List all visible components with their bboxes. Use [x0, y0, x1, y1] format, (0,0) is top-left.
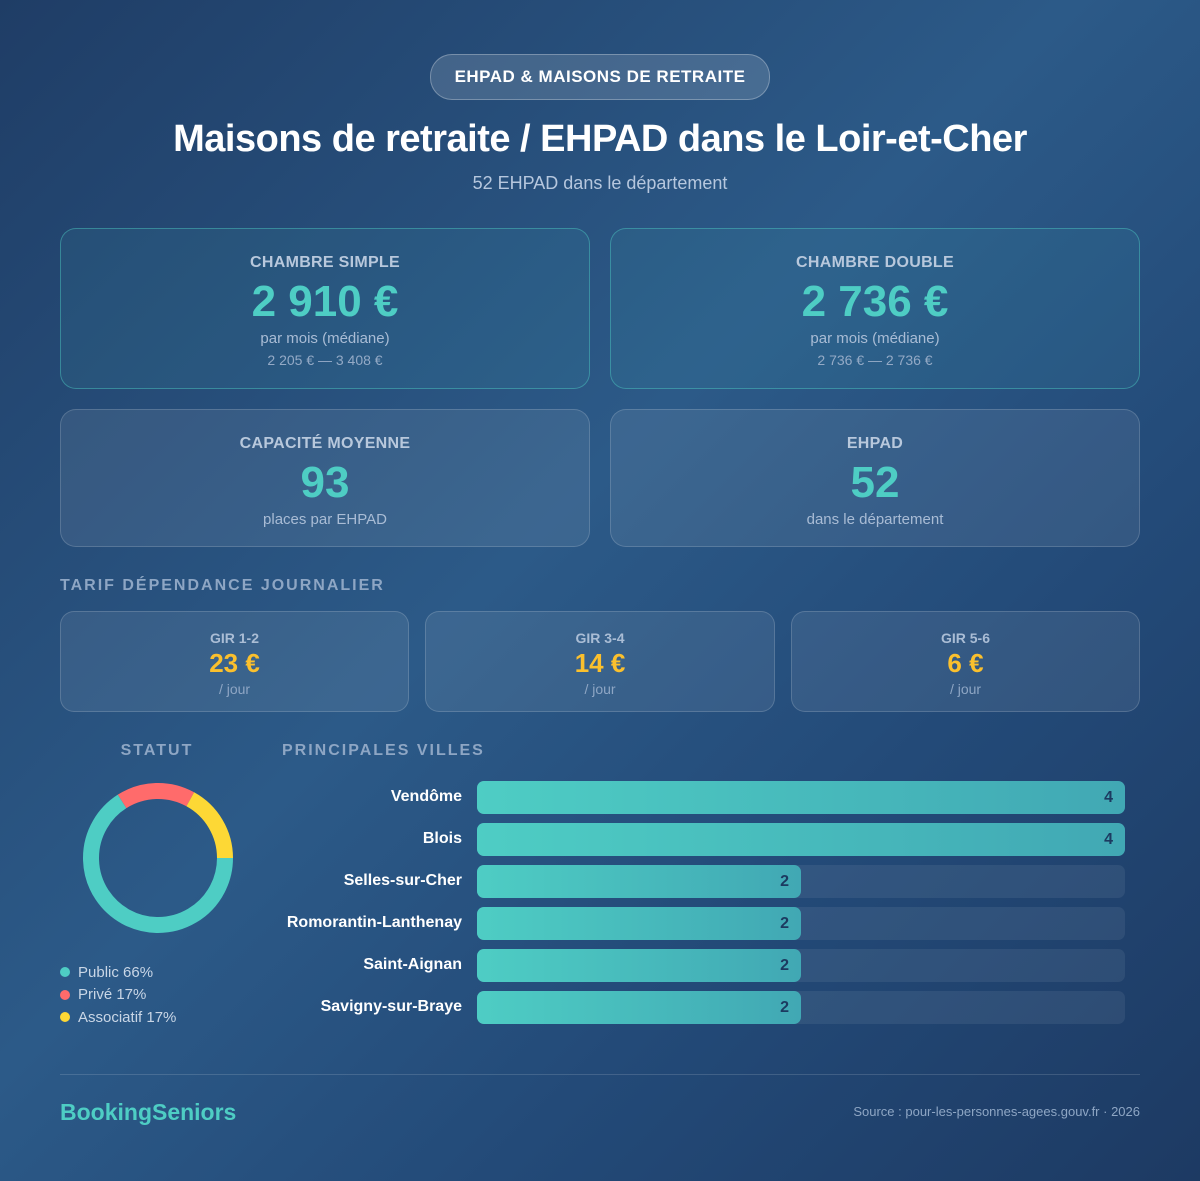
statut-legend: Public 66% Privé 17% Associatif 17% [60, 961, 260, 1029]
kpi-grid: CHAMBRE SIMPLE 2 910 € par mois (médiane… [60, 228, 1140, 547]
legend-label: Associatif 17% [78, 1008, 177, 1026]
section-title-dependance: TARIF DÉPENDANCE JOURNALIER [60, 577, 385, 594]
gir-grid: GIR 1-2 23 € / jour GIR 3-4 14 € / jour … [60, 611, 1140, 712]
legend-item-prive: Privé 17% [60, 984, 260, 1007]
bar-label: Savigny-sur-Braye [320, 998, 462, 1015]
bar-row: Saint-Aignan 2 [282, 944, 1140, 986]
bar-row: Romorantin-Lanthenay 2 [282, 902, 1140, 944]
gir-value: 14 € [574, 648, 626, 678]
bar-value: 4 [1104, 788, 1113, 806]
bar-fill: 4 [477, 822, 1125, 856]
brand-logo: BookingSeniors [60, 1099, 237, 1125]
card-sub: dans le département [806, 511, 944, 528]
card-range: 2 736 € — 2 736 € [817, 352, 933, 368]
bar-track: 2 [477, 906, 1125, 940]
card-label: EHPAD [846, 435, 904, 452]
bar-value: 2 [780, 998, 789, 1016]
villes-panel: PRINCIPALES VILLES Vendôme 4 Blois 4 Sel… [282, 742, 1140, 1029]
infographic: EHPAD & MAISONS DE RETRAITE Maisons de r… [60, 0, 1140, 1029]
statut-donut-chart [83, 783, 233, 933]
card-value: 2 736 € [801, 277, 949, 326]
bar-row: Vendôme 4 [282, 776, 1140, 818]
legend-item-public: Public 66% [60, 961, 260, 984]
bar-value: 2 [780, 956, 789, 974]
bar-value: 2 [780, 872, 789, 890]
bar-fill: 2 [477, 990, 801, 1024]
card-label: CAPACITÉ MOYENNE [239, 435, 411, 452]
card-capacite: CAPACITÉ MOYENNE 93 places par EHPAD [60, 409, 590, 547]
gir-card-1-2: GIR 1-2 23 € / jour [60, 611, 409, 712]
card-sub: places par EHPAD [263, 511, 387, 528]
bar-label: Romorantin-Lanthenay [286, 914, 462, 931]
card-range: 2 205 € — 3 408 € [267, 352, 383, 368]
legend-label: Privé 17% [78, 986, 147, 1004]
card-value: 52 [850, 458, 900, 507]
bar-row: Savigny-sur-Braye 2 [282, 986, 1140, 1028]
bar-row: Selles-sur-Cher 2 [282, 860, 1140, 902]
bar-row: Blois 4 [282, 818, 1140, 860]
card-sub: par mois (médiane) [260, 330, 390, 347]
legend-label: Public 66% [78, 963, 154, 981]
card-ehpad-count: EHPAD 52 dans le département [610, 409, 1140, 547]
bar-label: Vendôme [390, 788, 462, 805]
legend-item-associatif: Associatif 17% [60, 1006, 260, 1029]
legend-dot-icon [60, 967, 70, 978]
gir-value: 6 € [947, 648, 984, 678]
gir-label: GIR 1-2 [209, 630, 259, 646]
card-value: 2 910 € [251, 277, 399, 326]
gir-unit: / jour [949, 681, 982, 697]
bar-fill: 4 [477, 780, 1125, 814]
page-title: Maisons de retraite / EHPAD dans le Loir… [173, 118, 1027, 160]
bar-value: 4 [1104, 830, 1113, 848]
gir-value: 23 € [209, 648, 260, 678]
category-badge: EHPAD & MAISONS DE RETRAITE [429, 54, 771, 100]
card-label: CHAMBRE SIMPLE [250, 254, 400, 271]
footer: BookingSeniors Source : pour-les-personn… [60, 1074, 1140, 1125]
legend-dot-icon [60, 989, 70, 1000]
charts-row: STATUT Public 66% Privé 17% Associatif 1… [60, 742, 1140, 1029]
gir-label: GIR 5-6 [940, 630, 990, 646]
bar-label: Saint-Aignan [363, 956, 462, 973]
bar-fill: 2 [477, 948, 801, 982]
bar-value: 2 [780, 914, 789, 932]
card-label: CHAMBRE DOUBLE [796, 254, 954, 271]
gir-unit: / jour [218, 681, 251, 697]
gir-unit: / jour [584, 681, 616, 697]
bar-track: 2 [477, 864, 1125, 898]
source-note: Source : pour-les-personnes-agees.gouv.f… [853, 1104, 1140, 1119]
bar-track: 4 [477, 780, 1125, 814]
card-chambre-simple: CHAMBRE SIMPLE 2 910 € par mois (médiane… [60, 228, 590, 389]
donut-segment-associatif [186, 792, 233, 859]
bar-track: 2 [477, 948, 1125, 982]
statut-panel: STATUT Public 66% Privé 17% Associatif 1… [60, 742, 260, 1029]
donut-segment-privé [117, 783, 195, 809]
legend-dot-icon [60, 1012, 70, 1023]
donut-segment-public [83, 794, 233, 933]
gir-card-3-4: GIR 3-4 14 € / jour [425, 611, 775, 712]
bar-label: Blois [422, 830, 462, 847]
bar-label: Selles-sur-Cher [343, 872, 462, 889]
section-title-villes: PRINCIPALES VILLES [282, 742, 485, 759]
section-title-statut: STATUT [120, 742, 194, 759]
card-sub: par mois (médiane) [810, 330, 940, 347]
villes-bar-chart: Vendôme 4 Blois 4 Selles-sur-Cher 2 Romo… [282, 776, 1140, 1028]
card-chambre-double: CHAMBRE DOUBLE 2 736 € par mois (médiane… [610, 228, 1140, 389]
card-value: 93 [300, 458, 350, 507]
gir-card-5-6: GIR 5-6 6 € / jour [791, 611, 1140, 712]
bar-track: 2 [477, 990, 1125, 1024]
bar-fill: 2 [477, 906, 801, 940]
bar-track: 4 [477, 822, 1125, 856]
gir-label: GIR 3-4 [575, 630, 625, 646]
page-subtitle: 52 EHPAD dans le département [472, 173, 728, 193]
bar-fill: 2 [477, 864, 801, 898]
